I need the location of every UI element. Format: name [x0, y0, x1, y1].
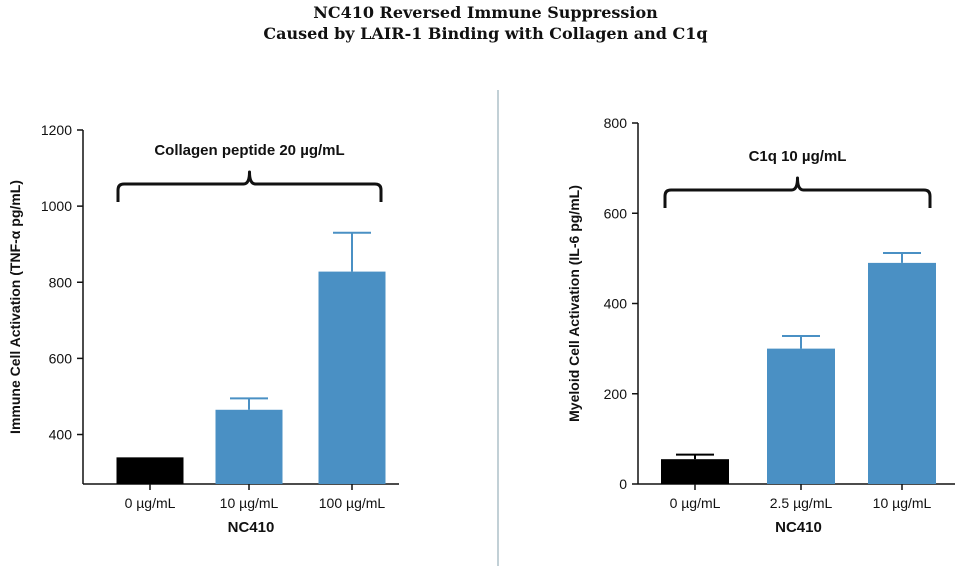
- y-axis-label: Immune Cell Activation (TNF-α pg/mL): [7, 180, 23, 434]
- y-axis-label: Myeloid Cell Activation (IL-6 pg/mL): [566, 185, 582, 422]
- chart-title-line-2: Caused by LAIR-1 Binding with Collagen a…: [263, 24, 708, 43]
- x-tick-label: 10 µg/mL: [873, 495, 932, 511]
- y-tick-label: 1000: [41, 198, 72, 214]
- x-tick-label: 2.5 µg/mL: [770, 495, 833, 511]
- bar-1: [116, 457, 184, 484]
- y-tick-label: 600: [49, 350, 73, 366]
- bar-2: [767, 348, 835, 484]
- chart-title-line-1: NC410 Reversed Immune Suppression: [313, 3, 658, 22]
- y-tick-label: 800: [604, 115, 628, 131]
- bar-3: [868, 262, 936, 484]
- x-axis-label: NC410: [228, 519, 275, 536]
- y-tick-label: 1200: [41, 122, 72, 138]
- chart-panel-2: 0 200 400 600 800 0 µg/mL 2.5 µg/mL 10 µg/mL NC4…: [566, 115, 955, 536]
- x-tick-label: 0 µg/mL: [125, 495, 176, 511]
- y-tick-label: 0: [619, 476, 627, 492]
- bar-1: [661, 459, 729, 484]
- y-tick-label: 600: [604, 205, 628, 221]
- x-tick-label: 10 µg/mL: [220, 495, 279, 511]
- x-tick-label: 100 µg/mL: [319, 495, 386, 511]
- y-tick-label: 200: [604, 386, 628, 402]
- x-axis-label: NC410: [775, 519, 822, 536]
- y-tick-label: 400: [49, 427, 73, 443]
- bracket-label: Collagen peptide 20 µg/mL: [154, 142, 344, 159]
- x-tick-label: 0 µg/mL: [670, 495, 721, 511]
- bar-2: [215, 409, 283, 484]
- chart-panel-1: 400 600 800 1000 1200 0 µg/mL 10 µg/mL 100 µg/m…: [7, 122, 399, 536]
- bar-3: [318, 271, 386, 484]
- condition-bracket: [663, 176, 932, 208]
- y-tick-label: 400: [604, 296, 628, 312]
- y-tick-label: 800: [49, 274, 73, 290]
- bracket-label: C1q 10 µg/mL: [749, 148, 847, 165]
- condition-bracket: [116, 170, 383, 202]
